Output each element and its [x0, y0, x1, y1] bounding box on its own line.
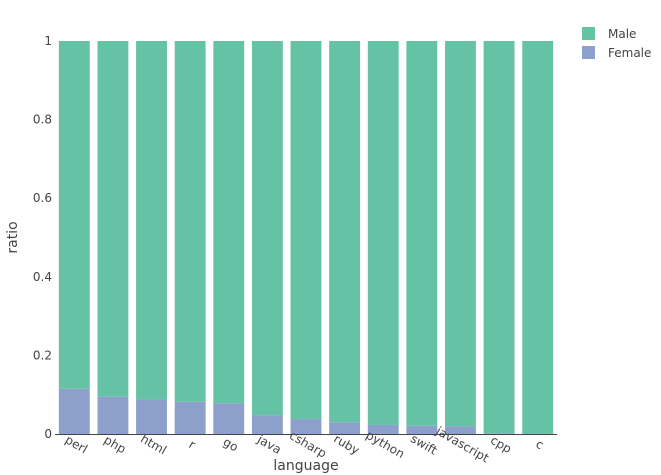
bar-male-csharp[interactable] — [290, 41, 322, 420]
bar-male-swift[interactable] — [406, 41, 438, 426]
y-tick-label: 1 — [44, 34, 52, 48]
y-tick-label: 0 — [44, 427, 52, 441]
x-tick-label-perl: perl — [63, 433, 90, 457]
bar-male-perl[interactable] — [58, 41, 90, 389]
bar-female-ruby[interactable] — [329, 422, 361, 434]
bar-male-html[interactable] — [136, 41, 167, 400]
bar-male-java[interactable] — [251, 41, 283, 416]
bar-male-c[interactable] — [522, 41, 554, 434]
bar-male-php[interactable] — [97, 41, 129, 397]
bar-female-cpp[interactable] — [483, 433, 515, 434]
bar-female-python[interactable] — [367, 424, 399, 434]
bar-female-html[interactable] — [136, 399, 167, 434]
legend-label-female[interactable]: Female — [608, 46, 651, 60]
legend-swatch-female[interactable] — [582, 46, 595, 59]
bar-male-javascript[interactable] — [445, 41, 476, 427]
legend-swatch-male[interactable] — [582, 27, 595, 40]
x-tick-label-c: c — [533, 437, 546, 452]
bar-male-r[interactable] — [174, 41, 206, 402]
legend[interactable]: Male Female — [582, 27, 651, 60]
bar-female-perl[interactable] — [58, 388, 90, 434]
bar-female-csharp[interactable] — [290, 419, 322, 434]
x-axis-title: language — [273, 458, 338, 474]
y-tick-label: 0.4 — [33, 270, 52, 284]
y-tick-label: 0.6 — [33, 191, 52, 205]
x-tick-label-cpp: cpp — [488, 433, 514, 456]
bar-female-php[interactable] — [97, 396, 129, 434]
bar-male-go[interactable] — [213, 41, 245, 404]
bar-male-ruby[interactable] — [329, 41, 361, 423]
bar-male-python[interactable] — [367, 41, 399, 425]
bar-female-r[interactable] — [174, 401, 206, 434]
bars-layer — [58, 41, 554, 434]
bar-female-go[interactable] — [213, 403, 245, 434]
x-tick-label-r: r — [187, 437, 198, 452]
x-tick-label-php: php — [102, 433, 129, 457]
y-tick-label: 0.8 — [33, 113, 52, 127]
bar-female-java[interactable] — [251, 415, 283, 434]
x-tick-label-java: java — [254, 432, 284, 457]
x-tick-label-html: html — [138, 432, 169, 458]
y-axis-title: ratio — [5, 221, 21, 253]
y-tick-labels: 0 0.2 0.4 0.6 0.8 1 — [33, 34, 52, 441]
bar-female-javascript[interactable] — [445, 426, 476, 434]
x-tick-label-go: go — [221, 435, 241, 455]
bar-female-swift[interactable] — [406, 425, 438, 434]
x-tick-label-ruby: ruby — [331, 432, 362, 458]
y-tick-label: 0.2 — [33, 348, 52, 362]
bar-male-cpp[interactable] — [483, 41, 515, 434]
legend-label-male[interactable]: Male — [608, 27, 636, 41]
